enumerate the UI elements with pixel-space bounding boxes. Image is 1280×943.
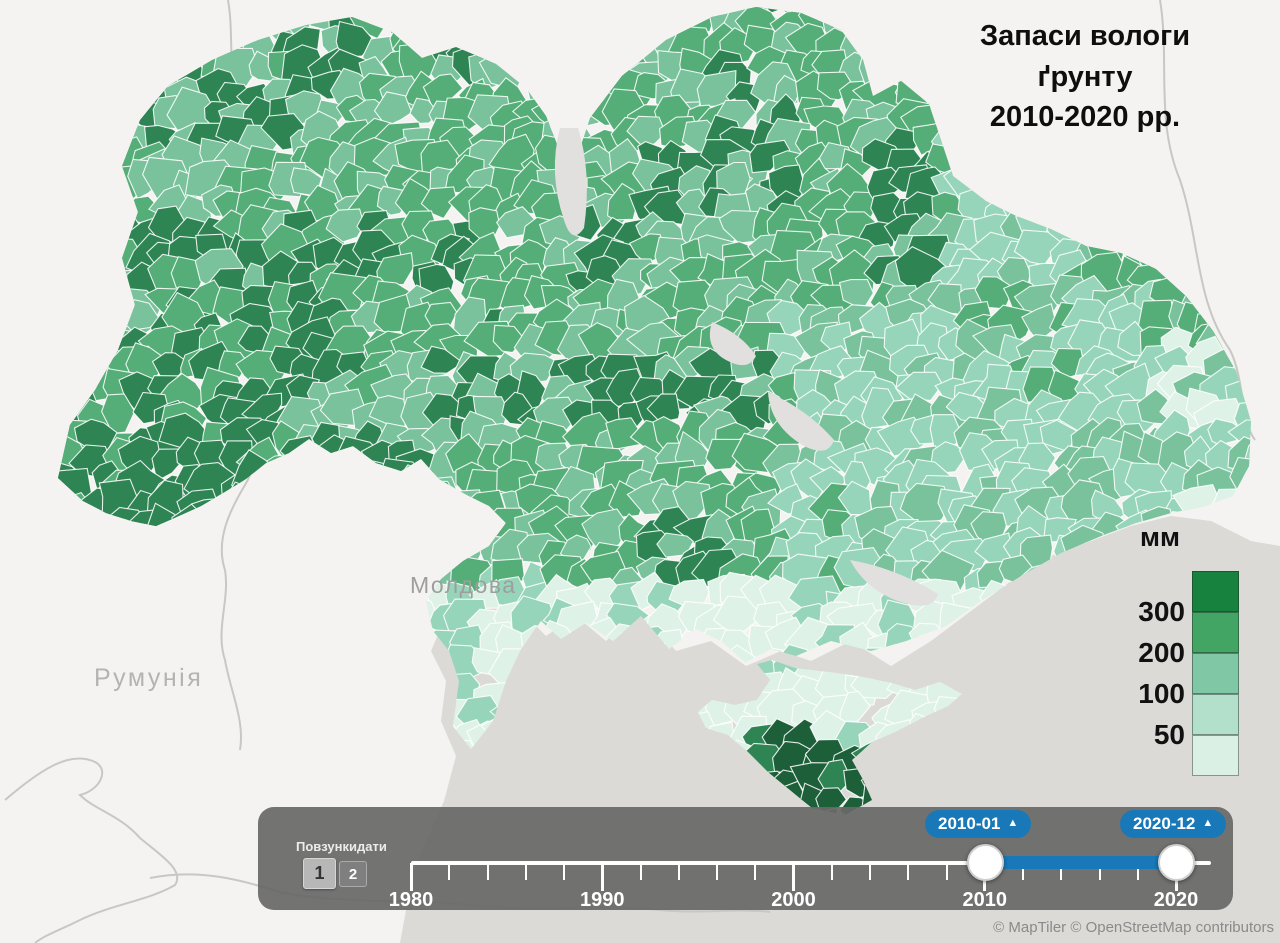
timeline-minor-tick [448,863,451,880]
timeline-minor-tick [639,863,642,880]
slider-mode-button-1[interactable]: 1 [303,858,336,889]
timeline-minor-tick [716,863,718,880]
legend-swatch [1192,612,1239,653]
collapse-arrow-icon: ▲ [1202,816,1214,829]
range-end-badge[interactable]: 2020-12 ▲ [1120,810,1227,838]
timeline-year-label: 2020 [1153,889,1199,911]
timeline-minor-tick [1136,863,1139,880]
legend-swatch [1192,571,1239,612]
legend-swatch [1192,694,1239,735]
legend-tick-label: 100 [1138,678,1185,709]
slider-panel-label: Повзункидати [296,839,387,854]
timeline-minor-tick [869,863,871,880]
timeline-year-label: 2010 [962,889,1008,911]
timeline-major-tick [792,863,795,891]
timeline-minor-tick [677,863,680,880]
range-start-value: 2010-01 [938,814,1001,833]
collapse-arrow-icon: ▲ [1007,816,1019,829]
legend-tick-label: 50 [1153,719,1185,750]
range-end-handle[interactable] [1158,844,1195,881]
map-title-line2: 2010-2020 рр. [989,101,1181,134]
timeline-major-tick [600,863,604,891]
slider-mode-button-2[interactable]: 2 [339,861,367,887]
timeline-minor-tick [563,863,565,880]
legend-unit-label: мм [1140,522,1180,552]
timeline-minor-tick [945,863,948,880]
timeline-minor-tick [754,863,757,880]
timeline-year-label: 1980 [388,889,434,911]
legend-tick-label: 300 [1138,596,1185,627]
legend-swatch [1192,653,1239,694]
range-start-badge[interactable]: 2010-01 ▲ [925,810,1032,838]
timeline-major-tick [409,863,413,891]
selected-range-bar[interactable] [985,856,1176,869]
timeline-minor-tick [1060,863,1063,880]
timeline-minor-tick [524,863,527,880]
timeline-year-label: 1990 [580,889,625,911]
timeline-minor-tick [486,863,489,880]
legend-swatch [1192,735,1239,776]
timeline-axis[interactable] [411,861,1211,865]
timeline-minor-tick [830,863,833,880]
timeline-minor-tick [1022,863,1024,880]
timeline-minor-tick [907,863,910,880]
timeline-year-label: 2000 [771,889,816,911]
map-attribution[interactable]: © MapTiler © OpenStreetMap contributors [993,919,1274,936]
range-start-handle[interactable] [967,844,1004,881]
map-title-line1: Запаси вологи ґрунту [979,20,1191,93]
legend-tick-label: 200 [1138,637,1185,668]
range-end-value: 2020-12 [1133,814,1196,833]
map-title: Запаси вологи ґрунту 2010-2020 рр. [930,16,1240,138]
timeline-minor-tick [1098,863,1101,880]
